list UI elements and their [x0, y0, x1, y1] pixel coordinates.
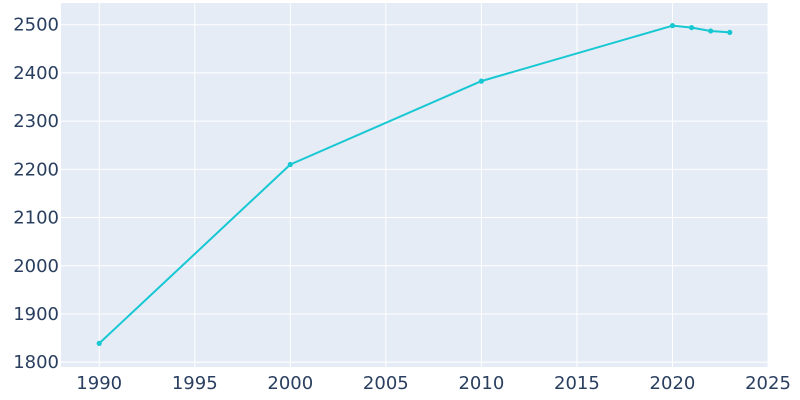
x-axis: 1990 1995 2000 2005 2010 2015 2020 2025 [76, 373, 791, 394]
x-tick-label: 2025 [745, 373, 791, 394]
plot-background [61, 3, 768, 367]
data-point [669, 23, 676, 29]
data-point [708, 28, 714, 34]
y-gridlines [61, 24, 768, 363]
x-tick-label: 1990 [76, 373, 122, 394]
y-tick-label: 2300 [13, 111, 59, 132]
x-tick-label: 2015 [554, 373, 600, 394]
series-layer [96, 23, 733, 346]
x-tick-label: 2020 [650, 373, 696, 394]
y-tick-label: 1900 [13, 304, 59, 325]
y-tick-label: 2500 [13, 15, 59, 36]
y-tick-label: 2100 [13, 208, 59, 229]
x-gridlines [98, 3, 769, 367]
x-tick-label: 2005 [363, 373, 409, 394]
y-tick-label: 2000 [13, 256, 59, 277]
y-tick-label: 2400 [13, 63, 59, 84]
y-tick-label: 1800 [13, 352, 59, 373]
data-point [287, 161, 293, 168]
data-point [688, 24, 695, 31]
y-axis: 1800 1900 2000 2100 2200 2300 2400 2500 [13, 15, 59, 373]
data-point [727, 29, 733, 36]
x-tick-label: 2010 [458, 373, 504, 394]
data-point [478, 78, 484, 84]
x-tick-label: 2000 [267, 373, 313, 394]
y-tick-label: 2200 [13, 159, 59, 180]
x-tick-label: 1995 [172, 373, 218, 394]
data-point [96, 340, 102, 346]
